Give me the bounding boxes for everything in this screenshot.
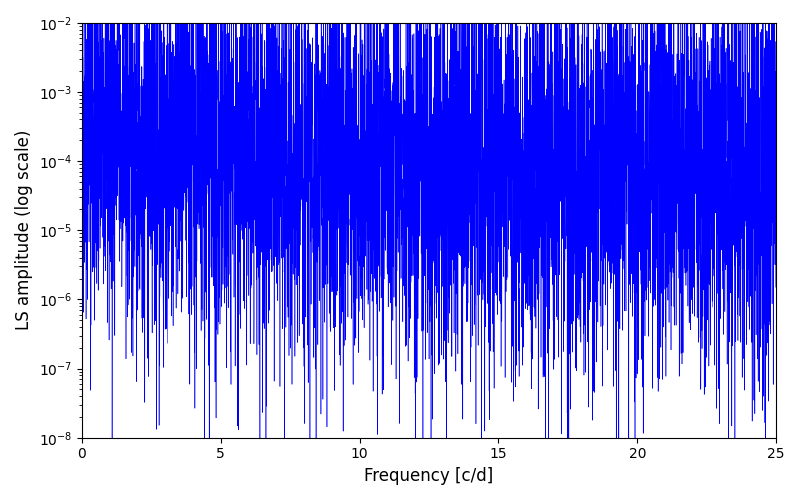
Y-axis label: LS amplitude (log scale): LS amplitude (log scale) [15, 130, 33, 330]
X-axis label: Frequency [c/d]: Frequency [c/d] [364, 467, 494, 485]
